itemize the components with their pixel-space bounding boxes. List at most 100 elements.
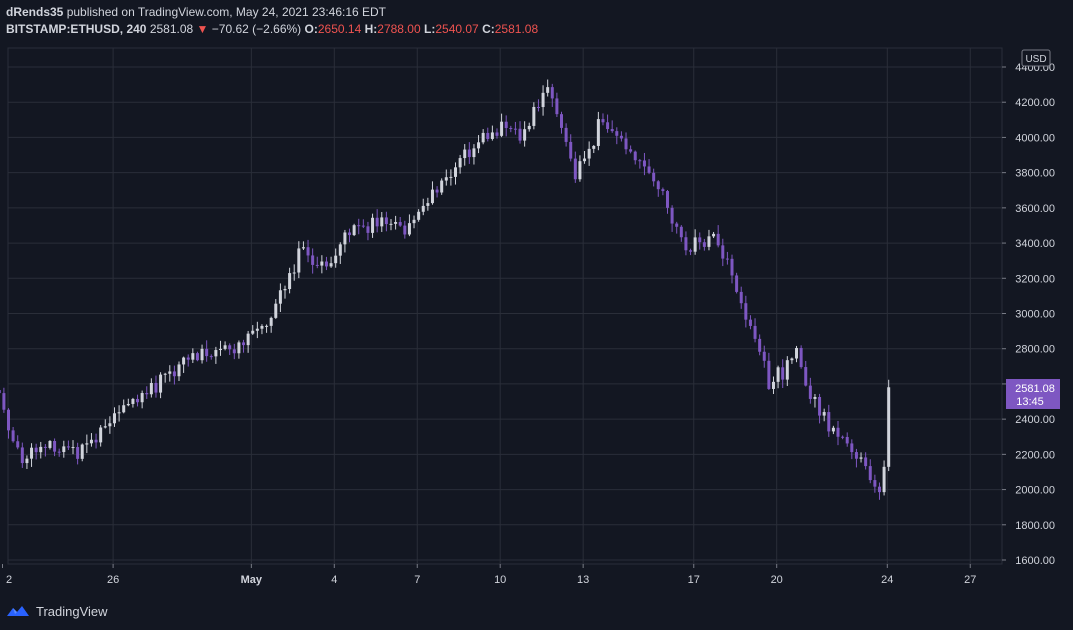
candle (767, 352, 771, 391)
candle (297, 241, 301, 279)
candle-body (403, 225, 407, 235)
author-name[interactable]: dRends35 (6, 5, 64, 19)
candle (348, 228, 352, 243)
candle-body (140, 393, 144, 403)
candle (808, 377, 812, 404)
candle-body (546, 87, 550, 93)
high-value: 2788.00 (377, 22, 421, 36)
candle (721, 238, 725, 267)
bar-countdown: 13:45 (1016, 396, 1044, 408)
candle-body (583, 158, 587, 162)
y-tick-label: 2400.00 (1015, 414, 1055, 426)
candle-body (182, 357, 186, 365)
candle (463, 144, 467, 166)
candle-body (689, 250, 693, 252)
brand-name[interactable]: TradingView (36, 603, 108, 619)
candle (237, 340, 241, 359)
candle (48, 440, 52, 450)
candle (357, 218, 361, 235)
candle (389, 219, 393, 231)
candle (361, 219, 365, 229)
candle-body (596, 119, 600, 146)
currency-badge[interactable]: USD (1021, 49, 1051, 67)
candle-body (361, 225, 365, 227)
currency-label: USD (1025, 54, 1046, 65)
candle-body (490, 132, 494, 139)
candle-body (550, 87, 554, 99)
candle-body (831, 427, 835, 432)
candle-body (748, 319, 752, 326)
candle-body (131, 398, 135, 404)
candle (854, 448, 858, 468)
candle (430, 181, 434, 205)
candle-body (168, 371, 172, 374)
candle (730, 254, 734, 284)
candle (163, 372, 167, 383)
price-axis[interactable]: 4400.004200.004000.003800.003600.003400.… (1002, 62, 1055, 567)
candle-body (827, 412, 831, 432)
candle-body (99, 427, 103, 443)
candle-body (48, 440, 52, 448)
candle-body (504, 121, 508, 129)
candle-body (725, 258, 729, 260)
candle (642, 152, 646, 176)
candle (301, 241, 305, 251)
candle (16, 435, 20, 450)
price-chart[interactable]: 4400.004200.004000.003800.003600.003400.… (0, 42, 1073, 594)
candle (39, 441, 43, 459)
candle (472, 144, 476, 165)
candle-body (53, 440, 57, 452)
candle (274, 299, 278, 319)
ohlc-line: BITSTAMP:ETHUSD, 240 2581.08 ▼ −70.62 (−… (6, 21, 538, 38)
candle (887, 379, 891, 472)
candle-body (592, 145, 596, 149)
candle (804, 360, 808, 387)
candle-body (795, 347, 799, 359)
candle (619, 131, 623, 142)
candle-body (873, 480, 877, 487)
candle (71, 440, 75, 455)
candle (541, 85, 545, 116)
candle (108, 416, 112, 434)
candle-body (324, 261, 328, 267)
candle-body (481, 132, 485, 143)
candle (371, 213, 375, 238)
candle-body (407, 223, 411, 235)
candle-body (149, 382, 153, 395)
last-price-label: 2581.08 13:45 (1006, 379, 1060, 409)
candle-body (228, 345, 232, 350)
candle-body (366, 226, 370, 233)
candle-body (624, 138, 628, 150)
time-axis[interactable]: 2 26 May 4 7 10 13 17 20 24 27 (2, 564, 977, 586)
candle-body (721, 245, 725, 259)
candle-body (39, 446, 43, 453)
candle-body (804, 367, 808, 386)
tradingview-logo-icon[interactable] (6, 603, 30, 619)
candle-body (20, 447, 24, 464)
candle-body (693, 237, 697, 252)
candle (278, 283, 282, 312)
candle-body (357, 225, 361, 227)
candle (831, 425, 835, 435)
candle-body (486, 132, 490, 139)
candle (546, 79, 550, 97)
candle-body (255, 328, 259, 331)
candle (638, 159, 642, 169)
candle-body (163, 373, 167, 375)
candle (172, 365, 176, 385)
candle-body (887, 387, 891, 467)
candle-body (523, 129, 527, 141)
candle (66, 440, 70, 451)
candle-body (320, 261, 324, 266)
candle (223, 341, 227, 351)
candle (569, 134, 573, 162)
candle-body (311, 255, 315, 265)
candle (744, 295, 748, 328)
candle-body (338, 244, 342, 256)
candle-body (675, 223, 679, 227)
candle-body (292, 272, 296, 274)
candle (246, 330, 250, 353)
candle-body (868, 466, 872, 481)
candle-body (472, 148, 476, 158)
candle (518, 121, 522, 144)
